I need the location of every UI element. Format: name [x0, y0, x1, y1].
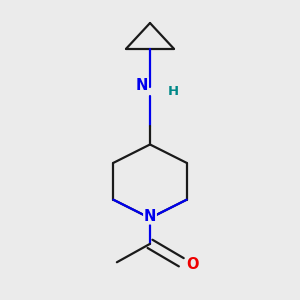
Text: N: N	[144, 209, 156, 224]
Text: O: O	[186, 256, 199, 272]
Text: N: N	[136, 78, 148, 93]
Text: H: H	[167, 85, 178, 98]
